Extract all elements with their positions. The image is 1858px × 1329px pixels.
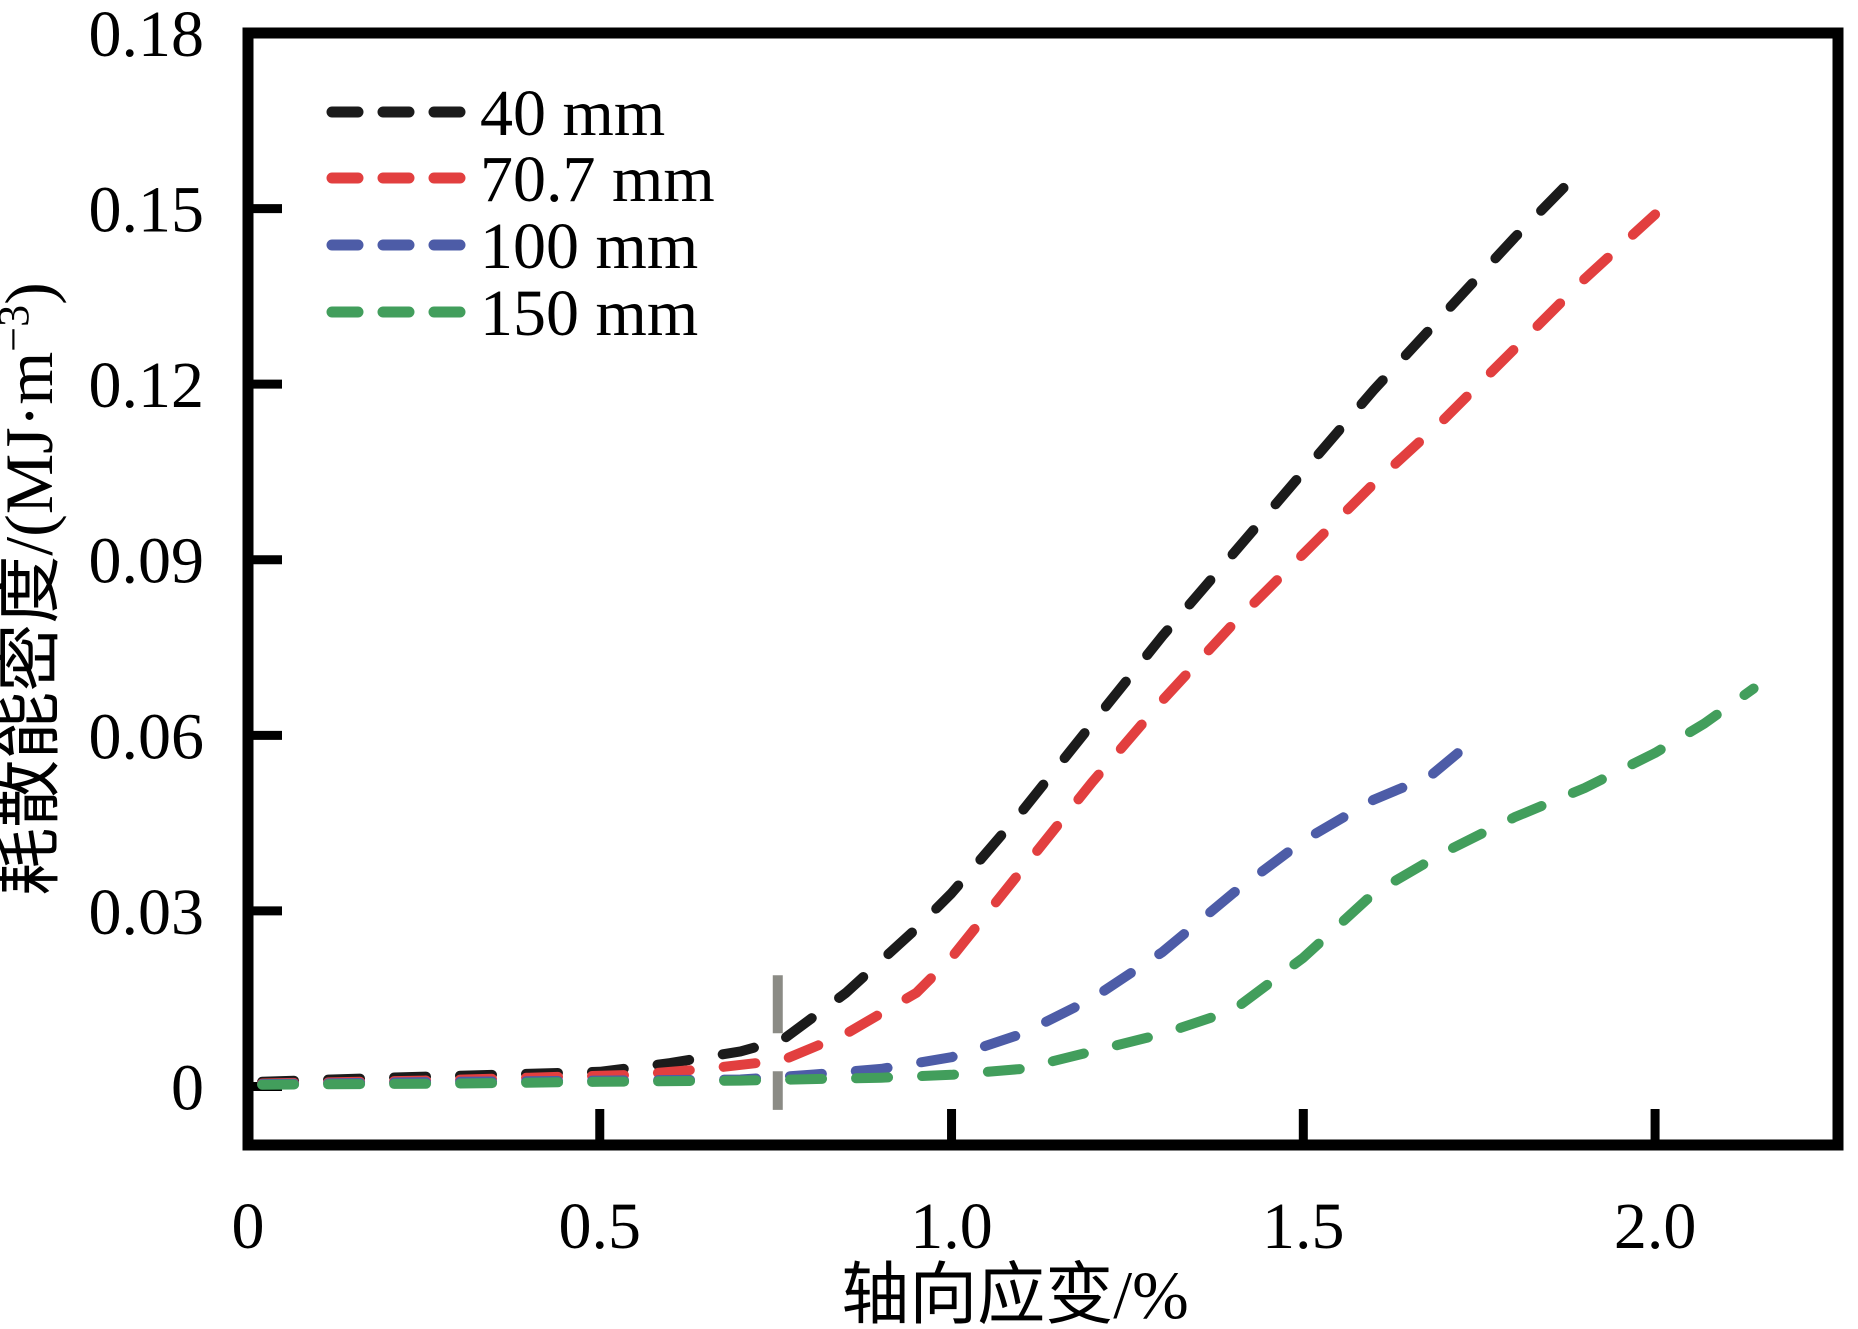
y-tick-label: 0.09 — [89, 525, 205, 598]
x-axis-label: 轴向应变/% — [841, 1257, 1189, 1329]
x-tick-label: 0.5 — [559, 1190, 642, 1263]
legend-label: 150 mm — [480, 277, 698, 350]
legend-item-150-mm: 150 mm — [326, 277, 698, 350]
legend-label: 40 mm — [480, 77, 665, 150]
y-axis-label: 耗散能密度/(MJ·m−3) — [0, 282, 67, 896]
series-150-mm-line — [257, 683, 1759, 1090]
y-tick-label: 0.03 — [89, 876, 205, 949]
y-tick-label: 0 — [171, 1051, 204, 1124]
series-70-7-mm-line — [257, 209, 1661, 1089]
legend-item-70-7-mm: 70.7 mm — [326, 143, 715, 216]
legend-item-40-mm: 40 mm — [326, 77, 665, 150]
plot-border — [242, 27, 1844, 1151]
legend-label: 70.7 mm — [480, 143, 715, 216]
y-axis: 0 0.03 0.06 0.09 0.12 0.15 0.18 — [89, 0, 282, 1124]
series-100-mm-line — [257, 730, 1485, 1090]
x-tick-label: 1.5 — [1262, 1190, 1345, 1263]
x-tick-label: 0 — [232, 1190, 265, 1263]
x-tick-label: 1.0 — [910, 1190, 993, 1263]
legend-label: 100 mm — [480, 210, 698, 283]
y-tick-label: 0.15 — [89, 174, 205, 247]
y-tick-label: 0.06 — [89, 700, 205, 773]
x-axis: 0 0.5 1.0 1.5 2.0 — [232, 1109, 1697, 1263]
x-tick-label: 2.0 — [1614, 1190, 1697, 1263]
y-tick-label: 0.12 — [89, 349, 205, 422]
y-tick-label: 0.18 — [89, 0, 205, 71]
legend-item-100-mm: 100 mm — [326, 210, 698, 283]
